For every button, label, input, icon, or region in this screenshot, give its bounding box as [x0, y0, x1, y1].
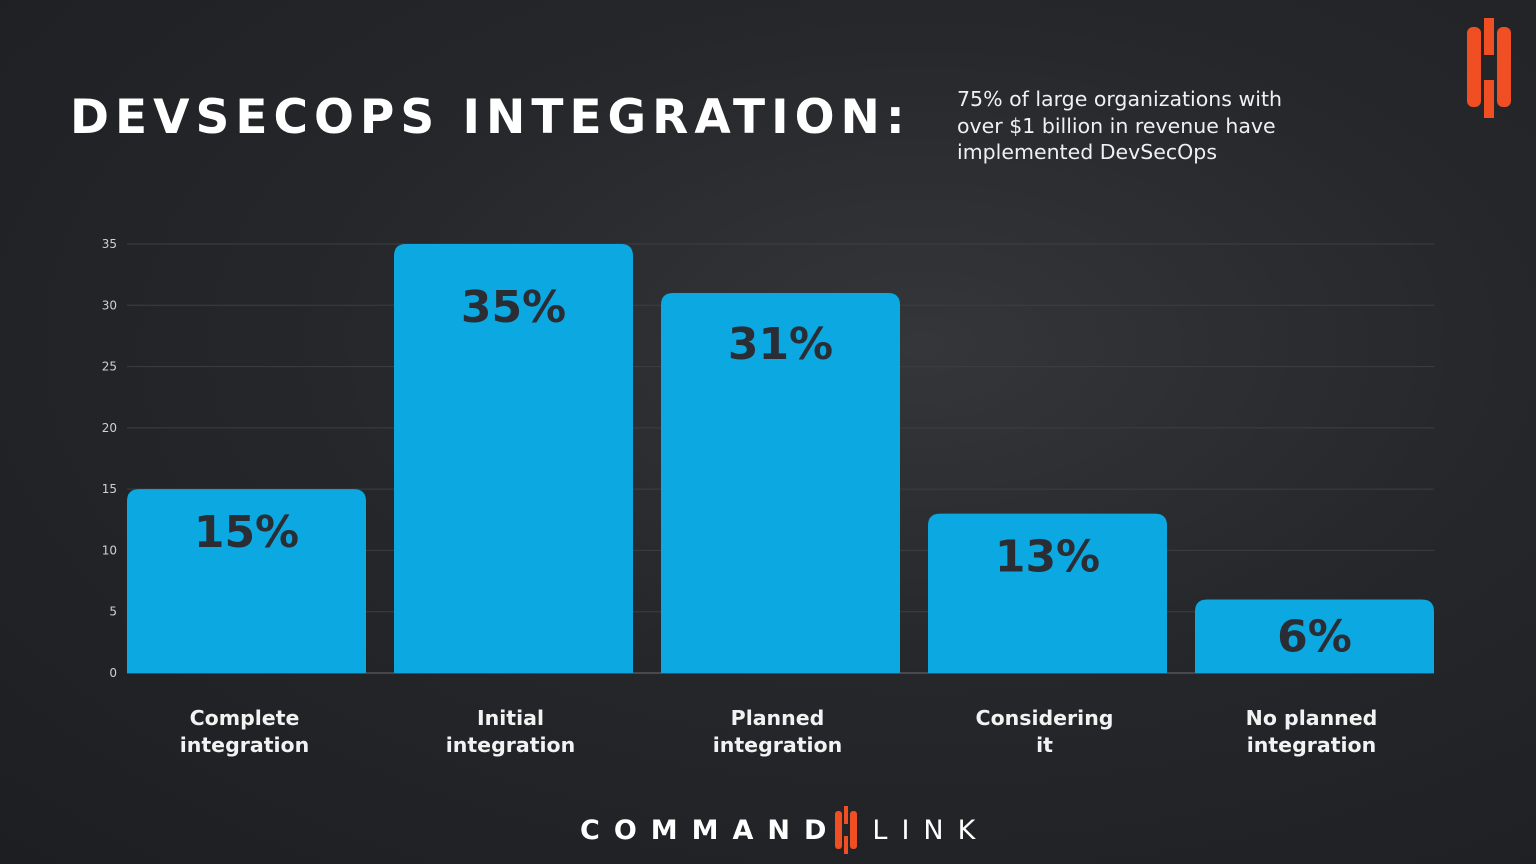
y-tick-label: 30 [102, 298, 117, 312]
y-tick-label: 5 [109, 605, 117, 619]
brand-word-link: LINK [872, 814, 990, 846]
brand-mark-icon [835, 806, 858, 854]
category-text: No planned integration [1245, 706, 1378, 757]
bar [127, 489, 366, 673]
y-tick-label: 20 [102, 421, 117, 435]
x-category-label: Initial integration [391, 705, 630, 759]
y-tick-label: 35 [102, 237, 117, 251]
x-category-label: Considering it [925, 705, 1164, 759]
x-category-label: Complete integration [125, 705, 364, 759]
y-tick-label: 25 [102, 360, 117, 374]
data-label: 15% [194, 507, 299, 558]
y-tick-label: 15 [102, 482, 117, 496]
data-label: 35% [461, 282, 566, 333]
category-text: Considering it [975, 706, 1114, 757]
bar [928, 513, 1167, 673]
data-label: 6% [1277, 611, 1352, 662]
y-tick-label: 0 [109, 666, 117, 680]
brand-word-command: COMMAND [580, 814, 841, 846]
y-tick-label: 10 [102, 543, 117, 557]
category-text: Planned integration [712, 706, 843, 757]
category-text: Initial integration [445, 706, 576, 757]
data-label: 13% [995, 532, 1100, 583]
footer-brand: COMMAND LINK [580, 806, 989, 854]
x-category-label: No planned integration [1192, 705, 1431, 759]
page-title: DEVSECOPS INTEGRATION: [70, 90, 911, 145]
bar [394, 244, 633, 673]
subtitle: 75% of large organizations with over $1 … [957, 87, 1282, 164]
data-label: 31% [728, 319, 833, 370]
x-category-label: Planned integration [658, 705, 897, 759]
brand-logo-icon [1467, 18, 1511, 118]
bar [1195, 599, 1434, 673]
category-text: Complete integration [179, 706, 310, 757]
bar [661, 293, 900, 673]
